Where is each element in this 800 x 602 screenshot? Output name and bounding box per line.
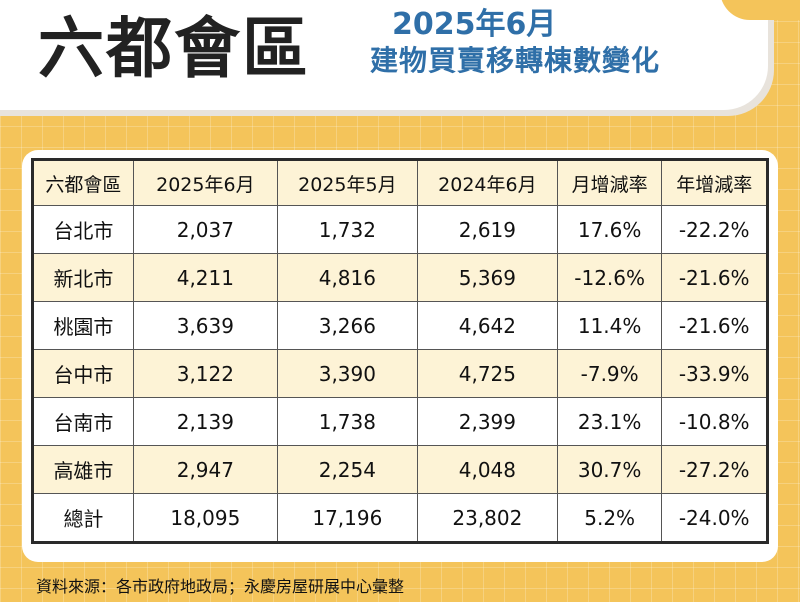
table-cell: 2,399 <box>416 397 558 446</box>
table-cell: -24.0% <box>661 493 768 543</box>
table-cell: 3,639 <box>132 301 278 350</box>
column-header-yoy: 年增減率 <box>661 159 768 206</box>
table-row: 台中市 3,122 3,390 4,725 -7.9% -33.9% <box>32 349 768 398</box>
corner-decoration <box>720 0 800 20</box>
page-subtitle: 2025年6月 建物買賣移轉棟數變化 <box>370 8 660 80</box>
table-cell: 5,369 <box>416 253 558 302</box>
table-cell: 23.1% <box>556 397 663 446</box>
table-cell: -21.6% <box>661 253 768 302</box>
table-cell-city: 總計 <box>32 493 134 543</box>
table-cell: -10.8% <box>661 397 768 446</box>
table-row: 高雄市 2,947 2,254 4,048 30.7% -27.2% <box>32 445 768 494</box>
data-source-note: 資料來源：各市政府地政局；永慶房屋研展中心彙整 <box>36 577 405 596</box>
table-row: 台南市 2,139 1,738 2,399 23.1% -10.8% <box>32 397 768 446</box>
column-header-2025-may: 2025年5月 <box>276 159 418 206</box>
table-cell: 2,139 <box>132 397 278 446</box>
table-cell: 18,095 <box>132 493 278 543</box>
table-header-row: 六都會區 2025年6月 2025年5月 2024年6月 月增減率 年增減率 <box>32 159 768 206</box>
table-cell: 11.4% <box>556 301 663 350</box>
table-cell: 23,802 <box>416 493 558 543</box>
table-cell: 1,732 <box>276 205 418 254</box>
column-header-2025-jun: 2025年6月 <box>132 159 278 206</box>
column-header-city: 六都會區 <box>32 159 134 206</box>
table-cell: 2,037 <box>132 205 278 254</box>
table-cell: 2,947 <box>132 445 278 494</box>
table-cell: 3,122 <box>132 349 278 398</box>
table-cell: 4,642 <box>416 301 558 350</box>
table-cell-city: 台南市 <box>32 397 134 446</box>
table-cell-city: 台北市 <box>32 205 134 254</box>
table-cell-city: 台中市 <box>32 349 134 398</box>
subtitle-topic: 建物買賣移轉棟數變化 <box>370 44 661 77</box>
table-row: 新北市 4,211 4,816 5,369 -12.6% -21.6% <box>32 253 768 302</box>
table-cell: 2,254 <box>276 445 418 494</box>
column-header-mom: 月增減率 <box>556 159 663 206</box>
transfer-table: 六都會區 2025年6月 2025年5月 2024年6月 月增減率 年增減率 台… <box>31 158 769 544</box>
table-cell: 2,619 <box>416 205 558 254</box>
table-cell: 4,211 <box>132 253 278 302</box>
table-cell: 4,048 <box>416 445 558 494</box>
header-card <box>0 0 768 110</box>
table-cell: -22.2% <box>661 205 768 254</box>
page-title: 六都會區 <box>38 10 310 87</box>
table-row: 桃園市 3,639 3,266 4,642 11.4% -21.6% <box>32 301 768 350</box>
table-cell-city: 新北市 <box>32 253 134 302</box>
table-cell: 1,738 <box>276 397 418 446</box>
table-cell: -33.9% <box>661 349 768 398</box>
table-cell-city: 桃園市 <box>32 301 134 350</box>
table-cell: 3,266 <box>276 301 418 350</box>
table-cell: 17.6% <box>556 205 663 254</box>
table-cell: 30.7% <box>556 445 663 494</box>
table-cell: -27.2% <box>661 445 768 494</box>
table-row-total: 總計 18,095 17,196 23,802 5.2% -24.0% <box>32 493 768 543</box>
table-cell: -21.6% <box>661 301 768 350</box>
subtitle-date: 2025年6月 <box>392 7 557 42</box>
table-cell: 4,816 <box>276 253 418 302</box>
table-cell: -12.6% <box>556 253 663 302</box>
table-cell: 3,390 <box>276 349 418 398</box>
table-cell-city: 高雄市 <box>32 445 134 494</box>
table-cell: -7.9% <box>556 349 663 398</box>
column-header-2024-jun: 2024年6月 <box>416 159 558 206</box>
table-cell: 17,196 <box>276 493 418 543</box>
table-cell: 5.2% <box>556 493 663 543</box>
table-cell: 4,725 <box>416 349 558 398</box>
table-row: 台北市 2,037 1,732 2,619 17.6% -22.2% <box>32 205 768 254</box>
